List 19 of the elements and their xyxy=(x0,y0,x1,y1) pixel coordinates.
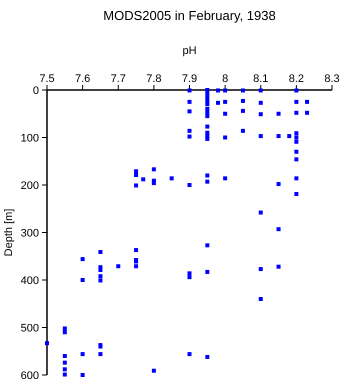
chart-title: MODS2005 in February, 1938 xyxy=(103,8,276,23)
y-tick-label: 400 xyxy=(20,275,39,287)
x-tick-label: 7.6 xyxy=(74,73,90,85)
x-tick-label: 7.9 xyxy=(182,73,198,85)
x-tick-label: 7.5 xyxy=(39,73,55,85)
x-tick-label: 8 xyxy=(222,73,228,85)
y-tick-label: 600 xyxy=(20,370,39,382)
y-tick-label: 100 xyxy=(20,132,39,144)
y-tick-label: 0 xyxy=(32,85,39,97)
x-axis-title: pH xyxy=(182,45,197,57)
y-tick-label: 500 xyxy=(20,322,39,334)
x-tick-label: 7.7 xyxy=(110,73,126,85)
x-tick-label: 7.8 xyxy=(146,73,162,85)
y-tick-label: 200 xyxy=(20,180,39,192)
x-tick-label: 8.2 xyxy=(288,73,304,85)
x-tick-label: 8.3 xyxy=(324,73,340,85)
y-axis-title: Depth [m] xyxy=(3,208,15,256)
x-tick-label: 8.1 xyxy=(253,73,268,85)
y-tick-label: 300 xyxy=(20,228,39,240)
